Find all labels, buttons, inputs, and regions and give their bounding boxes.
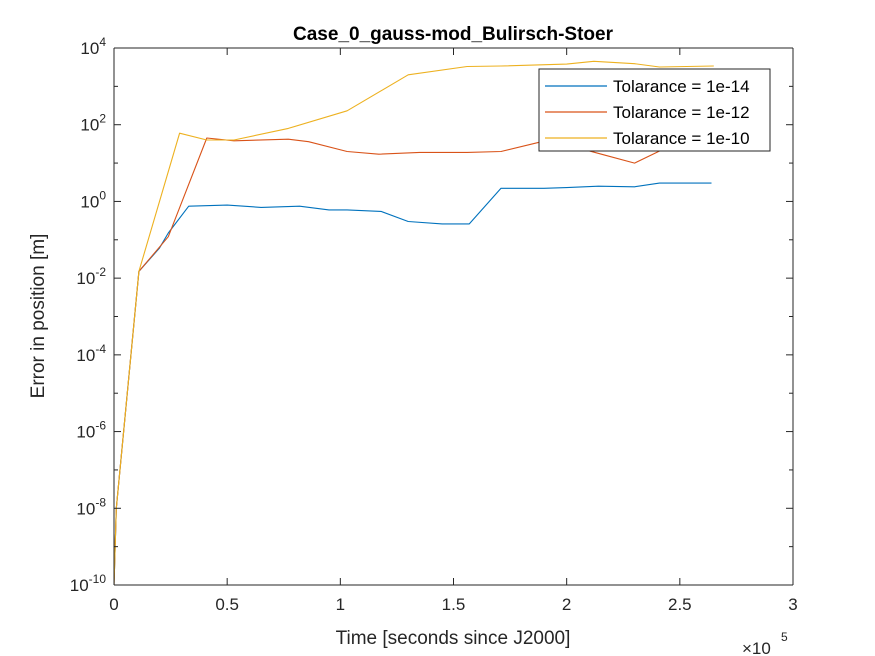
x-exponent-power: 5: [781, 630, 788, 644]
series-line-2: [114, 137, 714, 585]
chart-title: Case_0_gauss-mod_Bulirsch-Stoer: [293, 24, 614, 45]
legend-box: [538, 68, 771, 152]
y-tick-label: 102: [80, 112, 106, 135]
legend-label-2: Tolarance = 1e-12: [613, 103, 750, 122]
x-axis-label: Time [seconds since J2000]: [336, 628, 571, 649]
x-tick-label: 2: [562, 595, 571, 614]
y-tick-label: 10-2: [76, 265, 106, 288]
y-tick-label: 104: [80, 35, 106, 58]
legend: Tolarance = 1e-14 Tolarance = 1e-12 Tolara…: [538, 68, 771, 152]
y-tick-label: 100: [80, 188, 106, 211]
x-tick-label: 0.5: [215, 595, 239, 614]
legend-label-1: Tolarance = 1e-14: [613, 77, 750, 96]
y-axis-label: Error in position [m]: [28, 234, 49, 399]
y-tick-label: 10-10: [70, 572, 107, 595]
y-tick-label: 10-6: [76, 419, 106, 442]
series-line-3: [114, 60, 714, 585]
x-tick-label: 0: [109, 595, 118, 614]
x-tick-label: 1.5: [442, 595, 466, 614]
series-layer: [114, 60, 714, 585]
x-tick-label: 3: [788, 595, 797, 614]
x-tick-label: 2.5: [668, 595, 692, 614]
x-exponent: ×10 5: [742, 630, 788, 656]
x-exponent-base: ×10: [742, 639, 771, 656]
x-tick-label: 1: [336, 595, 345, 614]
legend-label-3: Tolarance = 1e-10: [613, 129, 750, 148]
y-tick-label: 10-4: [76, 342, 106, 365]
axes-layer: 0 0.5 1 1.5 2 2.5 3 10-10 10-8 10-6 10-4 10-2 100 102…: [70, 35, 798, 614]
series-line-1: [114, 182, 712, 585]
y-tick-label: 10-8: [76, 495, 106, 518]
